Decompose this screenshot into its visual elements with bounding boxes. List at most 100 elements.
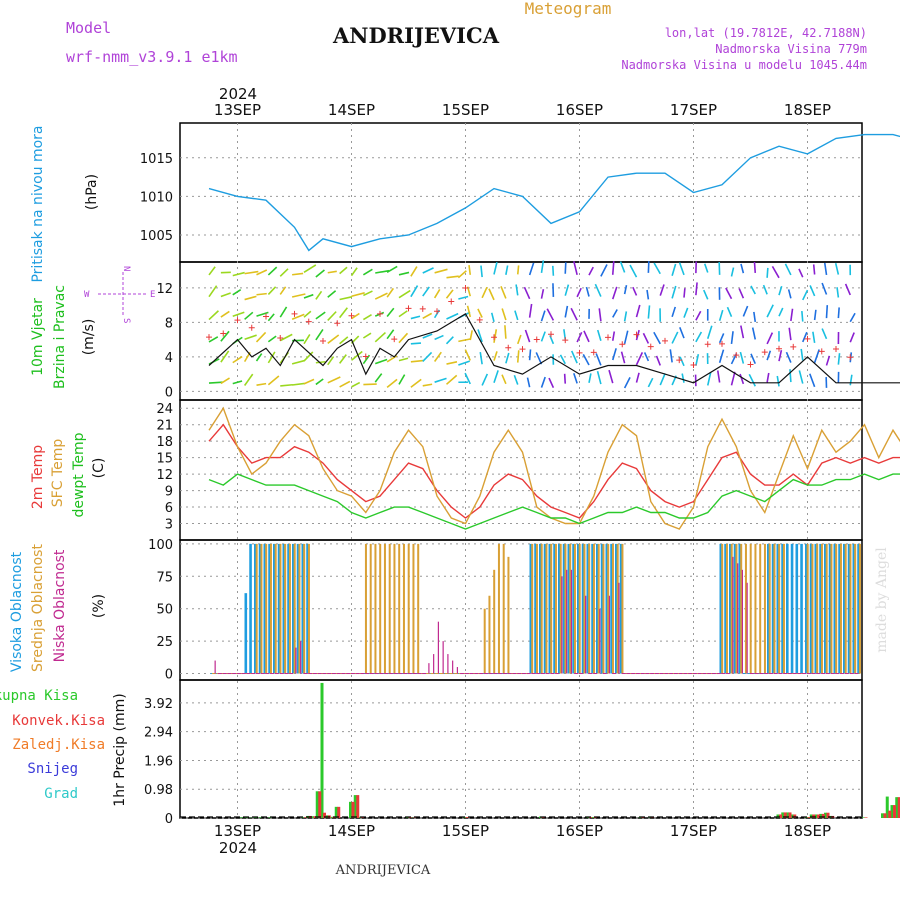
wind-gust-marker <box>733 352 740 359</box>
cloud-high-bar <box>268 543 271 674</box>
wind-barb <box>208 285 218 298</box>
wind-barb <box>751 327 757 340</box>
precip-convective-bar <box>817 814 820 818</box>
wind-barb <box>825 305 829 319</box>
wind-gust-marker <box>491 334 497 341</box>
wind-barb <box>303 310 312 318</box>
cloud-tick-label: 75 <box>156 570 173 585</box>
temp-tick-label: 24 <box>156 402 173 417</box>
wind-barb <box>563 373 567 384</box>
cloud-mid-bar <box>497 543 500 674</box>
wind-barb <box>738 288 745 299</box>
bottom-day-label: 17SEP <box>670 822 717 840</box>
wind-barb <box>493 329 498 343</box>
wind-barb <box>220 330 230 342</box>
cloud-mid-bar <box>540 543 543 674</box>
wind-barb <box>500 285 507 299</box>
cloud-low-bar <box>618 582 620 674</box>
cloud-high-bar <box>786 543 789 674</box>
wind-barb <box>410 266 418 277</box>
wind-barb <box>706 325 713 340</box>
wind-barb <box>573 372 578 384</box>
cloud-mid-bar <box>535 543 538 674</box>
panel-frame-wind <box>179 261 863 401</box>
wind-barb <box>748 373 756 387</box>
wind-barb <box>524 329 531 343</box>
wind-barb <box>629 264 638 278</box>
wind-barb <box>787 289 792 299</box>
cloud-mid-bar <box>364 543 367 674</box>
wind-barb <box>374 331 386 343</box>
wind-barb <box>458 338 472 343</box>
cloud-mid-bar <box>279 543 282 674</box>
elevation-label: Nadmorska Visina 779m <box>715 42 867 56</box>
cloud-mid-bar <box>402 543 405 674</box>
cloud-high-bar <box>610 543 613 674</box>
wind-barb <box>671 263 677 277</box>
cloud-mid-bar <box>607 543 610 674</box>
wind-barb <box>445 336 454 345</box>
precip-legend-item: Zaledj.Kisa <box>12 737 105 753</box>
cloud-low-bar <box>428 663 430 674</box>
wind-barb <box>280 383 293 387</box>
wind-gust-marker <box>320 338 326 345</box>
bottom-day-label: 14SEP <box>328 822 375 840</box>
wind-barb <box>612 309 618 318</box>
pressure-label: Pritisak na nivou mora <box>30 125 46 282</box>
t2m-label: 2m Temp <box>30 445 46 509</box>
wind-barb <box>327 311 337 321</box>
wind-gust-marker <box>647 343 654 350</box>
precip-total-bar <box>862 817 865 818</box>
cloud-mid-bar <box>407 543 410 674</box>
precip-convective-bar <box>356 795 360 818</box>
wind-barb <box>559 354 566 365</box>
wind-gust-marker <box>605 334 611 341</box>
cloud-mid-bar <box>260 543 263 674</box>
cloud-mid-bar <box>412 543 415 674</box>
wind-barb <box>458 360 470 366</box>
cloud-mid-bar <box>825 543 828 674</box>
wind-barb <box>433 289 441 299</box>
wind-barb <box>327 356 335 366</box>
wind-barb <box>504 325 507 339</box>
panel-frame-prec <box>179 679 863 819</box>
wind-barb <box>681 373 685 383</box>
wind-barb <box>619 261 626 273</box>
wind-barb <box>535 352 543 365</box>
wind-barb <box>611 331 616 341</box>
wind-barb <box>598 308 602 322</box>
panel-frame-pres <box>179 122 863 263</box>
wind-barb <box>585 286 590 297</box>
wind-barb <box>464 349 471 361</box>
wind-barb <box>596 370 602 385</box>
precip-total-bar <box>819 813 823 818</box>
cloud-high-bar <box>282 543 286 674</box>
cloud-high-bar <box>548 543 552 674</box>
wind-barb <box>516 334 522 345</box>
cloud-high-bar <box>828 543 832 674</box>
wind-gust-marker <box>847 354 854 361</box>
wind-gust-marker <box>291 310 298 317</box>
wind-barb <box>410 378 422 388</box>
precip-total-bar <box>320 682 324 818</box>
cloud-mid-bar <box>854 543 857 674</box>
wind-barb <box>753 261 757 273</box>
wind-barb <box>528 349 532 361</box>
wind-barb <box>778 285 783 296</box>
wind-barb <box>339 380 351 388</box>
sfc-temp-line <box>208 406 900 530</box>
wind-barb <box>582 354 590 366</box>
wind-barb <box>256 311 269 317</box>
wind-barb <box>445 374 458 385</box>
wind-barb <box>291 293 306 298</box>
wind-compass: W E N S <box>84 266 155 323</box>
wind-gust-marker <box>462 285 469 292</box>
wind-gust-marker <box>405 305 412 312</box>
wind-barb <box>766 350 772 361</box>
wind-gust-marker <box>633 331 640 338</box>
precip-legend-item: Ukupna Kisa <box>0 688 78 704</box>
precip-unit: 1hr Precip (mm) <box>112 693 128 806</box>
top-day-label: 17SEP <box>670 101 717 119</box>
wind-barb <box>374 358 388 365</box>
